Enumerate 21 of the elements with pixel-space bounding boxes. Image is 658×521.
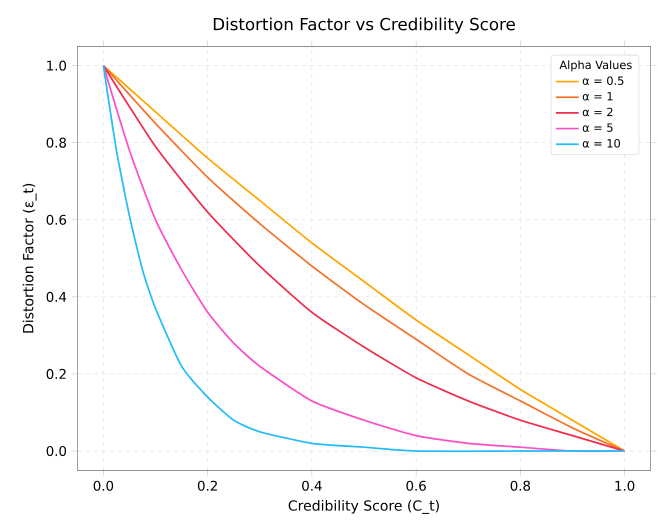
legend-label: α = 1 — [582, 92, 612, 101]
legend-title: Alpha Values — [559, 60, 632, 72]
x-tick-label: 0.4 — [302, 480, 322, 491]
x-tick-label: 0.6 — [406, 480, 426, 491]
legend-label: α = 2 — [582, 108, 612, 116]
x-tick-label: 0.2 — [198, 480, 217, 491]
y-tick-label: 0.0 — [46, 446, 66, 456]
chart-title: Distortion Factor vs Credibility Score — [214, 17, 515, 34]
y-tick-label: 0.2 — [46, 368, 66, 379]
y-tick-label: 1.0 — [47, 60, 66, 71]
y-tick-label: 0.8 — [46, 138, 66, 148]
y-tick-label: 0.6 — [46, 214, 66, 225]
legend-label: α = 5 — [582, 123, 613, 132]
x-axis-title: Credibility Score (C_t) — [288, 500, 439, 514]
x-tick-label: 1.0 — [615, 480, 634, 491]
legend-label: α = 10 — [582, 139, 620, 148]
y-tick-label: 0.4 — [46, 292, 66, 302]
y-axis-title: Distortion Factor (ε_t) — [22, 184, 37, 333]
x-tick-label: 0.8 — [510, 480, 530, 491]
legend-label: α = 0.5 — [582, 76, 624, 85]
x-tick-label: 0.0 — [94, 480, 114, 491]
